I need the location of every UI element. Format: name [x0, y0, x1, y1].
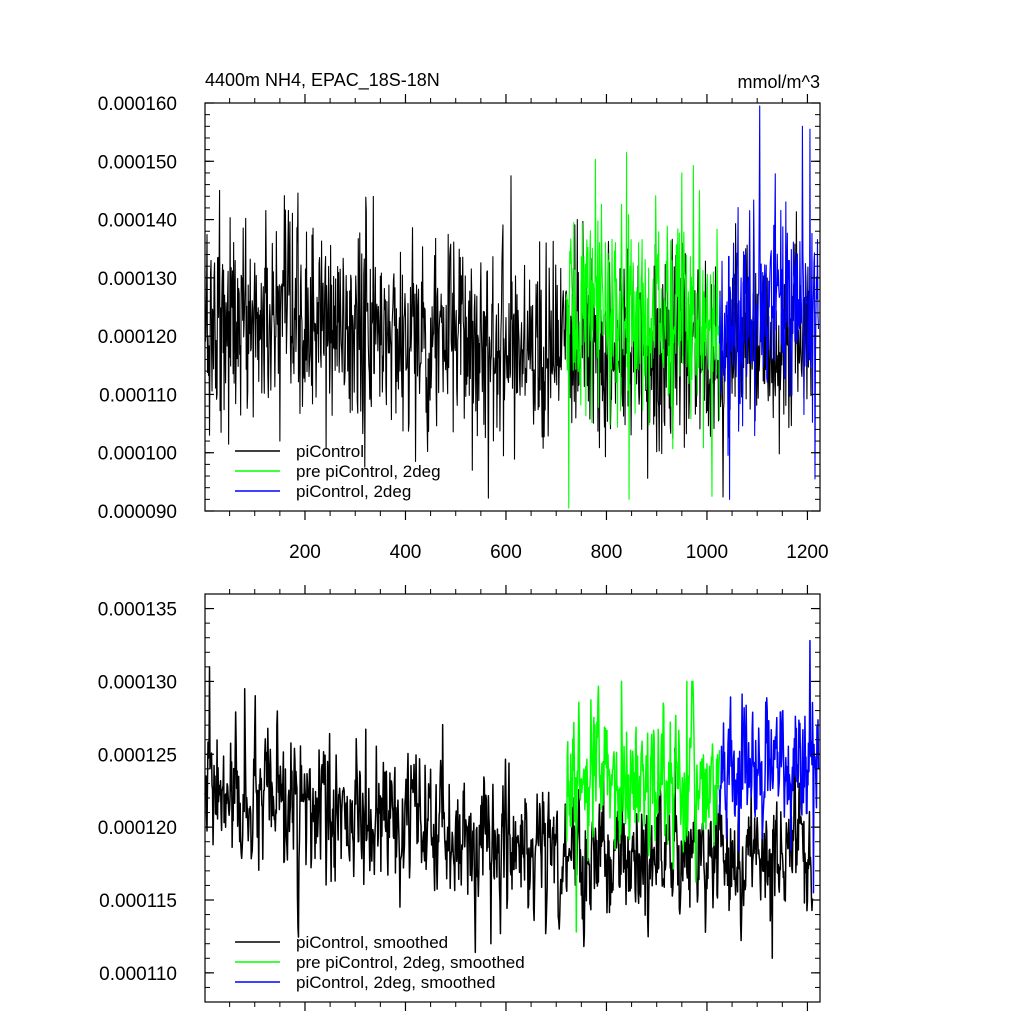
top-panel-units-label: mmol/m^3 — [738, 72, 820, 92]
x-tick-label: 400 — [390, 542, 422, 563]
bottom-panel-legend: piControl, smoothed pre piControl, 2deg,… — [235, 933, 525, 992]
top-panel-plot-frame — [204, 102, 821, 512]
legend-label-picontrol-smoothed: piControl, smoothed — [296, 933, 448, 952]
y-tick-label: 0.000110 — [99, 964, 177, 985]
y-tick-label: 0.000120 — [98, 327, 177, 348]
y-tick-label: 0.000150 — [98, 152, 177, 173]
top-panel-series-group — [204, 105, 820, 509]
series-line-pre-picontrol-2deg — [565, 151, 721, 509]
legend-label-picontrol-2deg-smoothed: piControl, 2deg, smoothed — [296, 973, 495, 992]
x-tick-label: 1000 — [686, 542, 728, 563]
y-tick-label: 0.000090 — [98, 502, 177, 523]
y-tick-label: 0.000160 — [98, 94, 177, 115]
x-tick-label: 1200 — [786, 542, 828, 563]
y-tick-label: 0.000120 — [98, 818, 177, 839]
y-tick-label: 0.000125 — [98, 745, 177, 766]
y-tick-label: 0.000115 — [99, 891, 177, 912]
y-tick-label: 0.000110 — [99, 385, 177, 406]
series-line-picontrol-2deg — [718, 105, 820, 500]
y-tick-label: 0.000130 — [98, 269, 177, 290]
legend-label-pre-picontrol-2deg: pre piControl, 2deg — [296, 462, 441, 481]
bottom-panel-axes: 0.000110 0.000115 0.000120 0.000125 0.000130… — [98, 585, 820, 1011]
series-line-picontrol-2deg-smoothed — [718, 639, 820, 894]
series-line-picontrol-smoothed — [204, 666, 814, 960]
bottom-panel-series-group — [204, 639, 820, 960]
x-tick-label: 600 — [490, 542, 522, 563]
y-tick-label: 0.000140 — [98, 211, 177, 232]
y-tick-label: 0.000135 — [98, 600, 177, 621]
y-tick-label: 0.000100 — [98, 444, 177, 465]
top-panel-axes: 0.000090 0.000100 0.000110 0.000120 0.000130… — [98, 94, 829, 563]
top-panel: 4400m NH4, EPAC_18S-18N mmol/m^3 0.00009… — [98, 70, 829, 563]
x-tick-label: 800 — [591, 542, 623, 563]
legend-label-picontrol: piControl — [296, 442, 364, 461]
x-tick-label: 200 — [289, 542, 321, 563]
legend-label-pre-picontrol-2deg-smoothed: pre piControl, 2deg, smoothed — [296, 953, 525, 972]
top-panel-title: 4400m NH4, EPAC_18S-18N — [205, 70, 440, 91]
y-tick-label: 0.000130 — [98, 672, 177, 693]
series-line-pre-picontrol-2deg-smoothed — [565, 680, 721, 933]
bottom-panel: 0.000110 0.000115 0.000120 0.000125 0.000130… — [98, 585, 821, 1011]
legend-label-picontrol-2deg: piControl, 2deg — [296, 482, 411, 501]
top-panel-legend: piControl pre piControl, 2deg piControl,… — [235, 442, 441, 501]
